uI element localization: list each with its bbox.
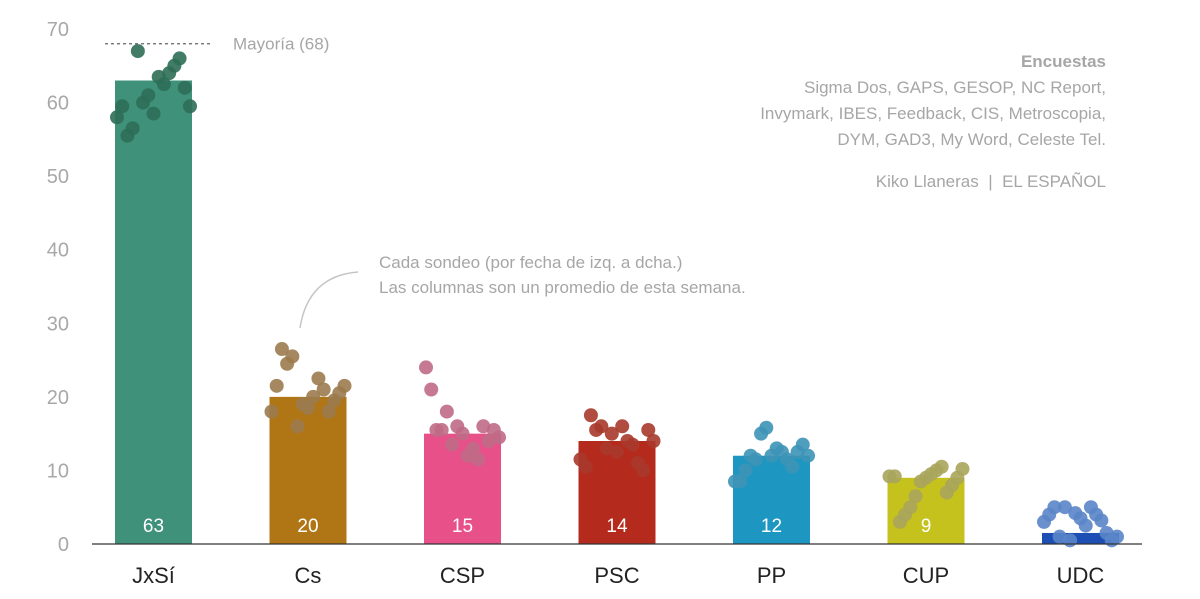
poll-dot bbox=[625, 437, 640, 452]
sources-line: Sigma Dos, GAPS, GESOP, NC Report, bbox=[804, 78, 1106, 97]
poll-dot bbox=[748, 452, 763, 467]
category-label: JxSí bbox=[132, 563, 175, 588]
poll-dot bbox=[955, 461, 970, 476]
poll-dot bbox=[301, 400, 315, 415]
poll-dot bbox=[738, 463, 753, 478]
value-label: 15 bbox=[452, 516, 473, 537]
poll-dot bbox=[337, 378, 352, 393]
value-label: 63 bbox=[143, 516, 164, 537]
poll-dots bbox=[110, 44, 1124, 548]
poll-dot bbox=[269, 378, 284, 393]
sources-annotation: Encuestas Sigma Dos, GAPS, GESOP, NC Rep… bbox=[760, 52, 1106, 191]
category-label: PSC bbox=[594, 563, 639, 588]
poll-dot bbox=[465, 441, 480, 456]
poll-dot bbox=[1047, 500, 1062, 515]
poll-dot bbox=[141, 88, 156, 103]
poll-dot bbox=[604, 426, 619, 441]
poll-dot bbox=[610, 445, 624, 460]
value-label: 12 bbox=[761, 516, 782, 537]
poll-dot bbox=[801, 448, 815, 463]
poll-dot bbox=[110, 110, 124, 125]
labels: 63 JxSí 20 Cs 15 CSP 14 PSC 12 PP 9 CUP UDC bbox=[132, 516, 1104, 588]
poll-dot bbox=[115, 99, 130, 114]
poll-dot bbox=[795, 437, 810, 452]
poll-dot bbox=[311, 371, 326, 386]
poll-dot bbox=[646, 434, 661, 448]
y-tick-label: 10 bbox=[47, 460, 69, 482]
poll-dot bbox=[934, 459, 949, 474]
category-label: PP bbox=[757, 563, 786, 588]
y-axis: 0 10 20 30 40 50 60 70 bbox=[47, 19, 69, 556]
note-connector bbox=[299, 271, 359, 329]
poll-dot bbox=[636, 463, 651, 478]
sources-line: Invymark, IBES, Feedback, CIS, Metroscop… bbox=[760, 104, 1106, 123]
value-label: 14 bbox=[606, 516, 628, 537]
poll-dot bbox=[434, 422, 449, 437]
category-label: CSP bbox=[440, 563, 485, 588]
poll-dot bbox=[183, 99, 197, 114]
poll-dot bbox=[321, 404, 336, 419]
poll-dot bbox=[785, 459, 800, 474]
poll-dot bbox=[274, 342, 289, 357]
poll-dot bbox=[419, 360, 433, 375]
poll-dot bbox=[759, 420, 774, 435]
poll-dot bbox=[583, 408, 598, 423]
majority-label: Mayoría (68) bbox=[233, 35, 329, 54]
poll-dot bbox=[1057, 500, 1072, 515]
poll-dot bbox=[733, 474, 748, 489]
sources-line: DYM, GAD3, My Word, Celeste Tel. bbox=[837, 130, 1106, 149]
poll-dot bbox=[146, 106, 161, 121]
poll-dot bbox=[615, 419, 630, 434]
y-tick-label: 20 bbox=[47, 387, 69, 409]
category-label: CUP bbox=[903, 563, 949, 588]
value-label: 20 bbox=[297, 516, 318, 537]
y-tick-label: 30 bbox=[47, 313, 69, 335]
y-tick-label: 40 bbox=[47, 240, 69, 262]
poll-dot bbox=[445, 437, 460, 452]
poll-dot bbox=[594, 419, 609, 434]
poll-dot bbox=[578, 459, 593, 474]
poll-dot bbox=[1094, 513, 1109, 528]
poll-dot bbox=[177, 80, 192, 95]
bar-cs bbox=[269, 396, 347, 544]
y-tick-label: 0 bbox=[58, 534, 69, 556]
bar-jxsí bbox=[115, 80, 192, 544]
note-line: Cada sondeo (por fecha de izq. a dcha.) bbox=[379, 253, 682, 272]
poll-dot bbox=[641, 422, 656, 437]
poll-dot bbox=[306, 389, 321, 404]
poll-dot bbox=[125, 121, 140, 136]
bars bbox=[115, 80, 1119, 544]
value-label: 9 bbox=[921, 516, 932, 537]
poll-dot bbox=[172, 51, 187, 66]
note-line: Las columnas son un promedio de esta sem… bbox=[379, 278, 746, 297]
poll-dot bbox=[492, 430, 506, 445]
category-label: Cs bbox=[295, 563, 322, 588]
poll-dot bbox=[130, 44, 145, 59]
y-tick-label: 60 bbox=[47, 93, 69, 115]
y-tick-label: 70 bbox=[47, 19, 69, 41]
sources-title: Encuestas bbox=[1021, 52, 1106, 71]
y-tick-label: 50 bbox=[47, 166, 69, 188]
poll-dot bbox=[439, 404, 454, 419]
credit-text: Kiko Llaneras | EL ESPAÑOL bbox=[876, 172, 1106, 191]
poll-dot bbox=[285, 349, 300, 364]
poll-dot bbox=[471, 452, 486, 467]
poll-dot bbox=[264, 404, 279, 419]
poll-dot bbox=[316, 382, 331, 397]
poll-dot bbox=[1078, 518, 1093, 533]
poll-dot bbox=[156, 77, 171, 92]
poll-dot bbox=[908, 489, 923, 504]
poll-dot bbox=[887, 469, 902, 484]
poll-dot bbox=[1110, 529, 1124, 544]
bar-udc bbox=[1042, 532, 1119, 544]
category-label: UDC bbox=[1057, 563, 1105, 588]
poll-dot bbox=[290, 419, 305, 434]
dots-note: Cada sondeo (por fecha de izq. a dcha.) … bbox=[299, 253, 746, 329]
poll-dot bbox=[455, 426, 470, 441]
poll-dot bbox=[1063, 533, 1078, 548]
poll-dot bbox=[903, 500, 918, 515]
poll-dot bbox=[424, 382, 439, 397]
